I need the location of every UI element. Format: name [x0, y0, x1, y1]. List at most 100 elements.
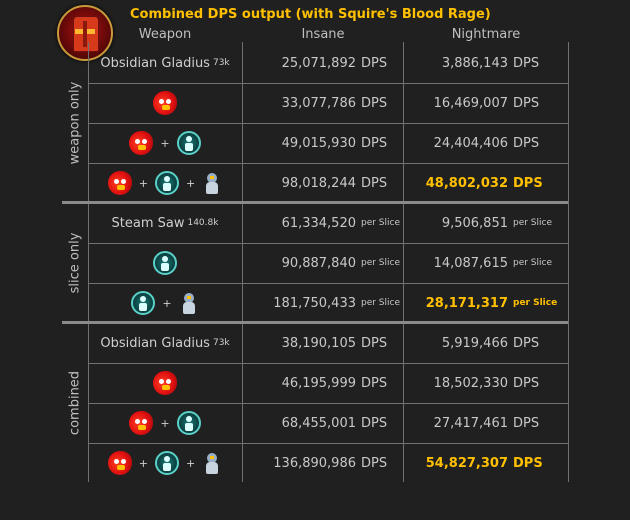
insane-value-cell: 136,890,986 DPS: [246, 443, 387, 483]
grid-line: [403, 42, 404, 482]
table-row: 33,077,786 DPS 16,469,007 DPS: [88, 83, 568, 123]
insane-value-cell: 38,190,105 DPS: [246, 323, 388, 363]
weapon-cell: Obsidian Gladius 73k: [88, 43, 242, 83]
weapon-cell: [88, 243, 242, 283]
nightmare-value: 24,404,406: [433, 135, 508, 151]
insane-value-cell: 49,015,930 DPS: [246, 123, 388, 163]
nightmare-unit: DPS: [513, 335, 540, 351]
table-row: +68,455,001 DPS 27,417,461 DPS: [88, 403, 568, 443]
weapon-cell: + +: [88, 443, 242, 483]
nightmare-unit: DPS: [513, 415, 540, 431]
buff-icon: [176, 411, 201, 435]
group-label-text: combined: [67, 370, 83, 436]
nightmare-value-cell: 24,404,406 DPS: [407, 123, 540, 163]
pet-icon: [179, 291, 199, 315]
blood-rage-helmet-icon: [57, 5, 113, 61]
buff-icon: [131, 291, 156, 315]
weapon-cell: Steam Saw 140.8k: [88, 203, 242, 243]
nightmare-unit: DPS: [513, 135, 540, 151]
nightmare-unit: DPS: [513, 375, 540, 391]
table-row: + +98,018,244 DPS 48,802,032 DPS: [88, 163, 568, 203]
weapon-cell: +: [88, 403, 242, 443]
plus-sign: +: [160, 136, 170, 150]
nightmare-value: 54,827,307: [425, 455, 508, 471]
nightmare-value: 28,171,317: [425, 295, 508, 311]
nightmare-unit: DPS: [513, 455, 543, 471]
insane-unit: DPS: [361, 95, 388, 111]
row-separator: [88, 363, 568, 364]
buff-icon: [155, 451, 179, 475]
insane-value-cell: 25,071,892 DPS: [246, 43, 388, 83]
insane-value-cell: 33,077,786 DPS: [246, 83, 388, 123]
weapon-name: Obsidian Gladius: [100, 335, 210, 351]
rage-icon: [129, 131, 154, 155]
insane-unit: DPS: [361, 455, 388, 471]
nightmare-value-cell: 48,802,032 DPS: [407, 163, 543, 203]
row-separator: [88, 283, 568, 284]
plus-sign: +: [186, 456, 196, 470]
weapon-cell: +: [88, 283, 242, 323]
insane-unit: per Slice: [361, 218, 401, 228]
rage-icon: [107, 171, 132, 195]
insane-value: 61,334,520: [281, 215, 356, 231]
weapon-cell: + +: [88, 163, 242, 203]
insane-value-cell: 61,334,520 per Slice: [246, 203, 400, 243]
group-label: weapon only: [62, 43, 88, 203]
nightmare-value: 14,087,615: [433, 255, 508, 271]
rage-icon: [153, 91, 177, 115]
grid-line: [242, 42, 243, 482]
plus-sign: +: [162, 296, 172, 310]
plus-sign: +: [138, 456, 148, 470]
weapon-level: 140.8k: [187, 218, 219, 228]
group-label: slice only: [62, 203, 88, 323]
insane-value: 38,190,105: [281, 335, 356, 351]
insane-unit: DPS: [361, 335, 388, 351]
weapon-name: Steam Saw: [111, 215, 185, 231]
rage-icon: [107, 451, 132, 475]
row-separator: [88, 163, 568, 164]
column-header-weapon: Weapon: [138, 27, 192, 42]
insane-value-cell: 68,455,001 DPS: [246, 403, 388, 443]
table-row: Obsidian Gladius 73k 25,071,892 DPS 3,886,14…: [88, 43, 568, 83]
weapon-name: Obsidian Gladius: [100, 55, 210, 71]
row-separator: [88, 243, 568, 244]
weapon-level: 73k: [212, 58, 230, 68]
grid-line: [568, 42, 569, 482]
nightmare-unit: DPS: [513, 175, 543, 191]
column-header-nightmare: Nightmare: [451, 27, 521, 42]
plus-sign: +: [138, 176, 148, 190]
group-label-text: slice only: [67, 232, 83, 294]
insane-value: 25,071,892: [281, 55, 356, 71]
nightmare-value: 18,502,330: [433, 375, 508, 391]
nightmare-value-cell: 27,417,461 DPS: [407, 403, 540, 443]
plus-sign: +: [160, 416, 170, 430]
group-label: combined: [62, 323, 88, 483]
insane-value-cell: 181,750,433 per Slice: [246, 283, 400, 323]
row-separator: [88, 403, 568, 404]
nightmare-unit: per Slice: [513, 298, 558, 308]
insane-value: 33,077,786: [281, 95, 356, 111]
nightmare-unit: DPS: [513, 55, 540, 71]
insane-unit: per Slice: [361, 258, 401, 268]
nightmare-value: 9,506,851: [441, 215, 508, 231]
nightmare-unit: per Slice: [513, 218, 553, 228]
page-title: Combined DPS output (with Squire's Blood…: [130, 7, 491, 22]
nightmare-value-cell: 14,087,615 per Slice: [407, 243, 552, 283]
insane-unit: DPS: [361, 55, 388, 71]
nightmare-value-cell: 5,919,466 DPS: [407, 323, 539, 363]
insane-unit: per Slice: [361, 298, 401, 308]
insane-value: 46,195,999: [281, 375, 356, 391]
weapon-level: 73k: [212, 338, 230, 348]
insane-unit: DPS: [361, 135, 388, 151]
table-row: +49,015,930 DPS 24,404,406 DPS: [88, 123, 568, 163]
nightmare-value-cell: 3,886,143 DPS: [407, 43, 539, 83]
table-row: 46,195,999 DPS 18,502,330 DPS: [88, 363, 568, 403]
nightmare-value: 48,802,032: [425, 175, 508, 191]
table-row: +181,750,433 per Slice 28,171,317 per Slice: [88, 283, 568, 323]
nightmare-unit: per Slice: [513, 258, 553, 268]
nightmare-value-cell: 16,469,007 DPS: [407, 83, 540, 123]
insane-value: 90,887,840: [281, 255, 356, 271]
weapon-cell: +: [88, 123, 242, 163]
nightmare-value: 16,469,007: [433, 95, 508, 111]
nightmare-value: 27,417,461: [433, 415, 508, 431]
